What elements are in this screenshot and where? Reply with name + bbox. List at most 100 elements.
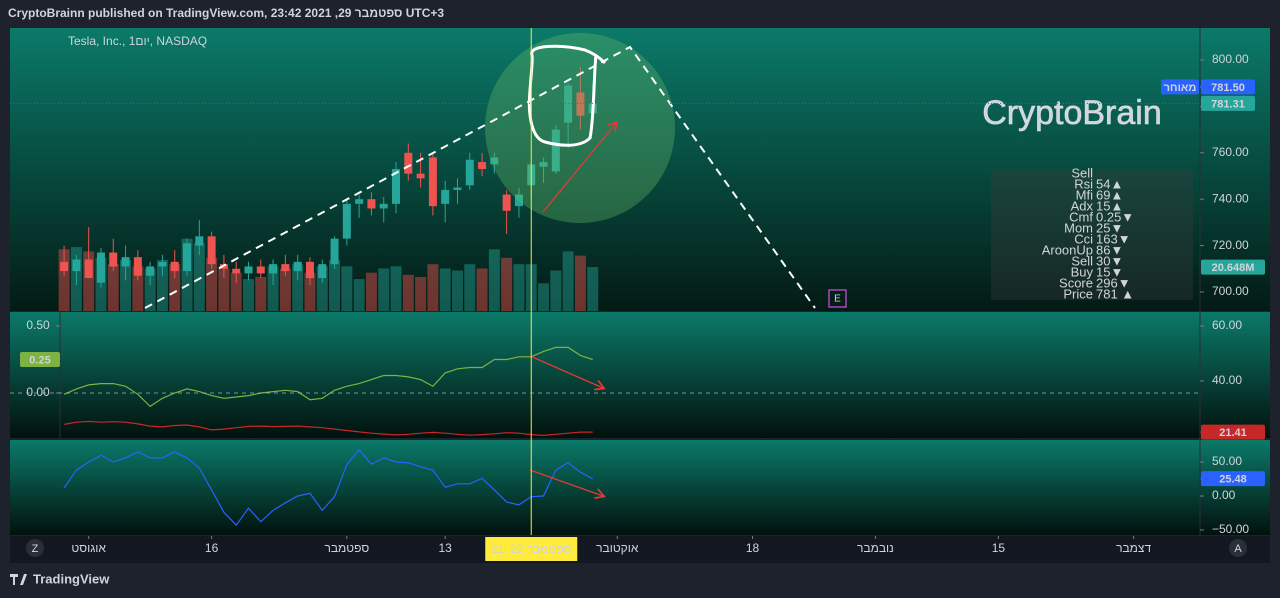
candle-body [379,203,388,209]
volume-bar [255,276,267,311]
candle-body [392,169,401,204]
candle-body [453,187,462,190]
arrow [529,355,603,388]
volume-bar [304,272,316,311]
candle-body [441,189,450,204]
last-value-label-box [1201,471,1265,487]
volume-bar [378,268,390,311]
volume-bar [230,272,242,311]
info-label: Rsi [1074,176,1093,191]
arrow [529,469,603,496]
candle-body [404,152,413,174]
volume-bar [365,272,377,311]
candle-body [342,203,351,239]
candle-body [133,257,142,276]
volume-bar [488,249,500,311]
last-price-label: 781.31 [1211,98,1245,110]
last-value-label: 0.25 [29,354,50,366]
candle-body [269,264,278,274]
x-tick-label: דצמבר [1116,541,1151,555]
last-value-label-box [20,351,60,367]
volume-bar [402,274,414,311]
y-tick-label: 0.50 [26,318,50,332]
footer: TradingView [33,571,110,586]
volume-bar [144,268,156,311]
event-marker[interactable] [828,289,847,308]
watermark: CryptoBrain [982,94,1162,132]
candle-body [293,261,302,272]
button[interactable] [26,539,44,557]
info-label: Cmf [1069,209,1093,224]
candle-body [170,261,179,272]
volume-bar [550,270,562,311]
candle-body [330,238,339,265]
volume-bar [464,264,476,311]
y-tick-label: 800.00 [1212,52,1249,66]
info-label: Buy [1071,264,1094,279]
candle-body [551,129,560,172]
volume-bar [132,266,144,311]
volume-bar [279,268,291,311]
indicator-pane-1 [10,312,1270,438]
button-label[interactable]: A [1234,543,1242,555]
indicator-line [63,448,593,527]
button[interactable] [1229,539,1247,557]
last-value-label: 21.41 [1219,427,1247,439]
candle-body [183,243,192,272]
info-table [991,170,1193,300]
y-tick-label: 0.00 [26,385,50,399]
x-tick-label: אוגוסט [71,541,106,555]
price-pane [10,28,1270,311]
arrow [542,123,616,213]
y-tick-label: 740.00 [1212,191,1249,205]
premarket-tag: מאוחר [1164,82,1197,94]
candle-body [478,162,487,170]
info-value: 0.25▼ [1096,209,1134,224]
info-value: 163▼ [1096,231,1131,246]
volume-bar [292,264,304,311]
button-label[interactable]: Z [32,543,39,555]
x-tick-label: אוקטובר [596,541,639,555]
candle-body [72,259,81,272]
y-tick-label: 700.00 [1212,284,1249,298]
volume-bar [120,259,132,311]
crosshair-label: 21' ספטמבר 22 [491,542,572,556]
candle-body [490,157,499,165]
info-label: Mfi [1076,187,1093,202]
candle-body [428,157,437,207]
candle-body [232,268,241,274]
info-value: 69▲ [1096,187,1123,202]
indicator-pane-2 [10,440,1270,535]
candle-body [121,257,130,267]
info-value: 86▼ [1096,242,1123,257]
y-tick-label: 0.00 [1212,488,1236,502]
event-marker-label[interactable]: E [834,294,841,305]
candle-body [465,159,474,186]
candle-body [539,162,548,167]
candle-body [109,252,118,267]
info-label: AroonUp [1042,242,1093,257]
volume-bar [193,242,205,311]
y-tick-label: 60.00 [1212,318,1242,332]
volume-bar [267,266,279,311]
volume-bar [501,257,513,311]
info-label: Mom [1064,220,1093,235]
premarket-label-box [1201,79,1255,95]
info-value: 25▼ [1096,220,1123,235]
x-tick-label: 16 [205,541,219,555]
candle-body [564,85,573,123]
logo [10,574,27,585]
volume-bar [451,270,463,311]
candle-body [207,236,216,265]
info-value: 296▼ [1096,275,1131,290]
candle-body [576,92,585,116]
volume-bar [341,266,353,311]
symbol-title: Tesla, Inc., 1יום, NASDAQ [68,34,207,48]
volume-bar [58,249,70,311]
volume-bar [83,251,95,311]
volume-bar [169,264,181,311]
indicator-line [63,420,593,437]
volume-bar [390,266,402,311]
candle-body [514,194,523,207]
